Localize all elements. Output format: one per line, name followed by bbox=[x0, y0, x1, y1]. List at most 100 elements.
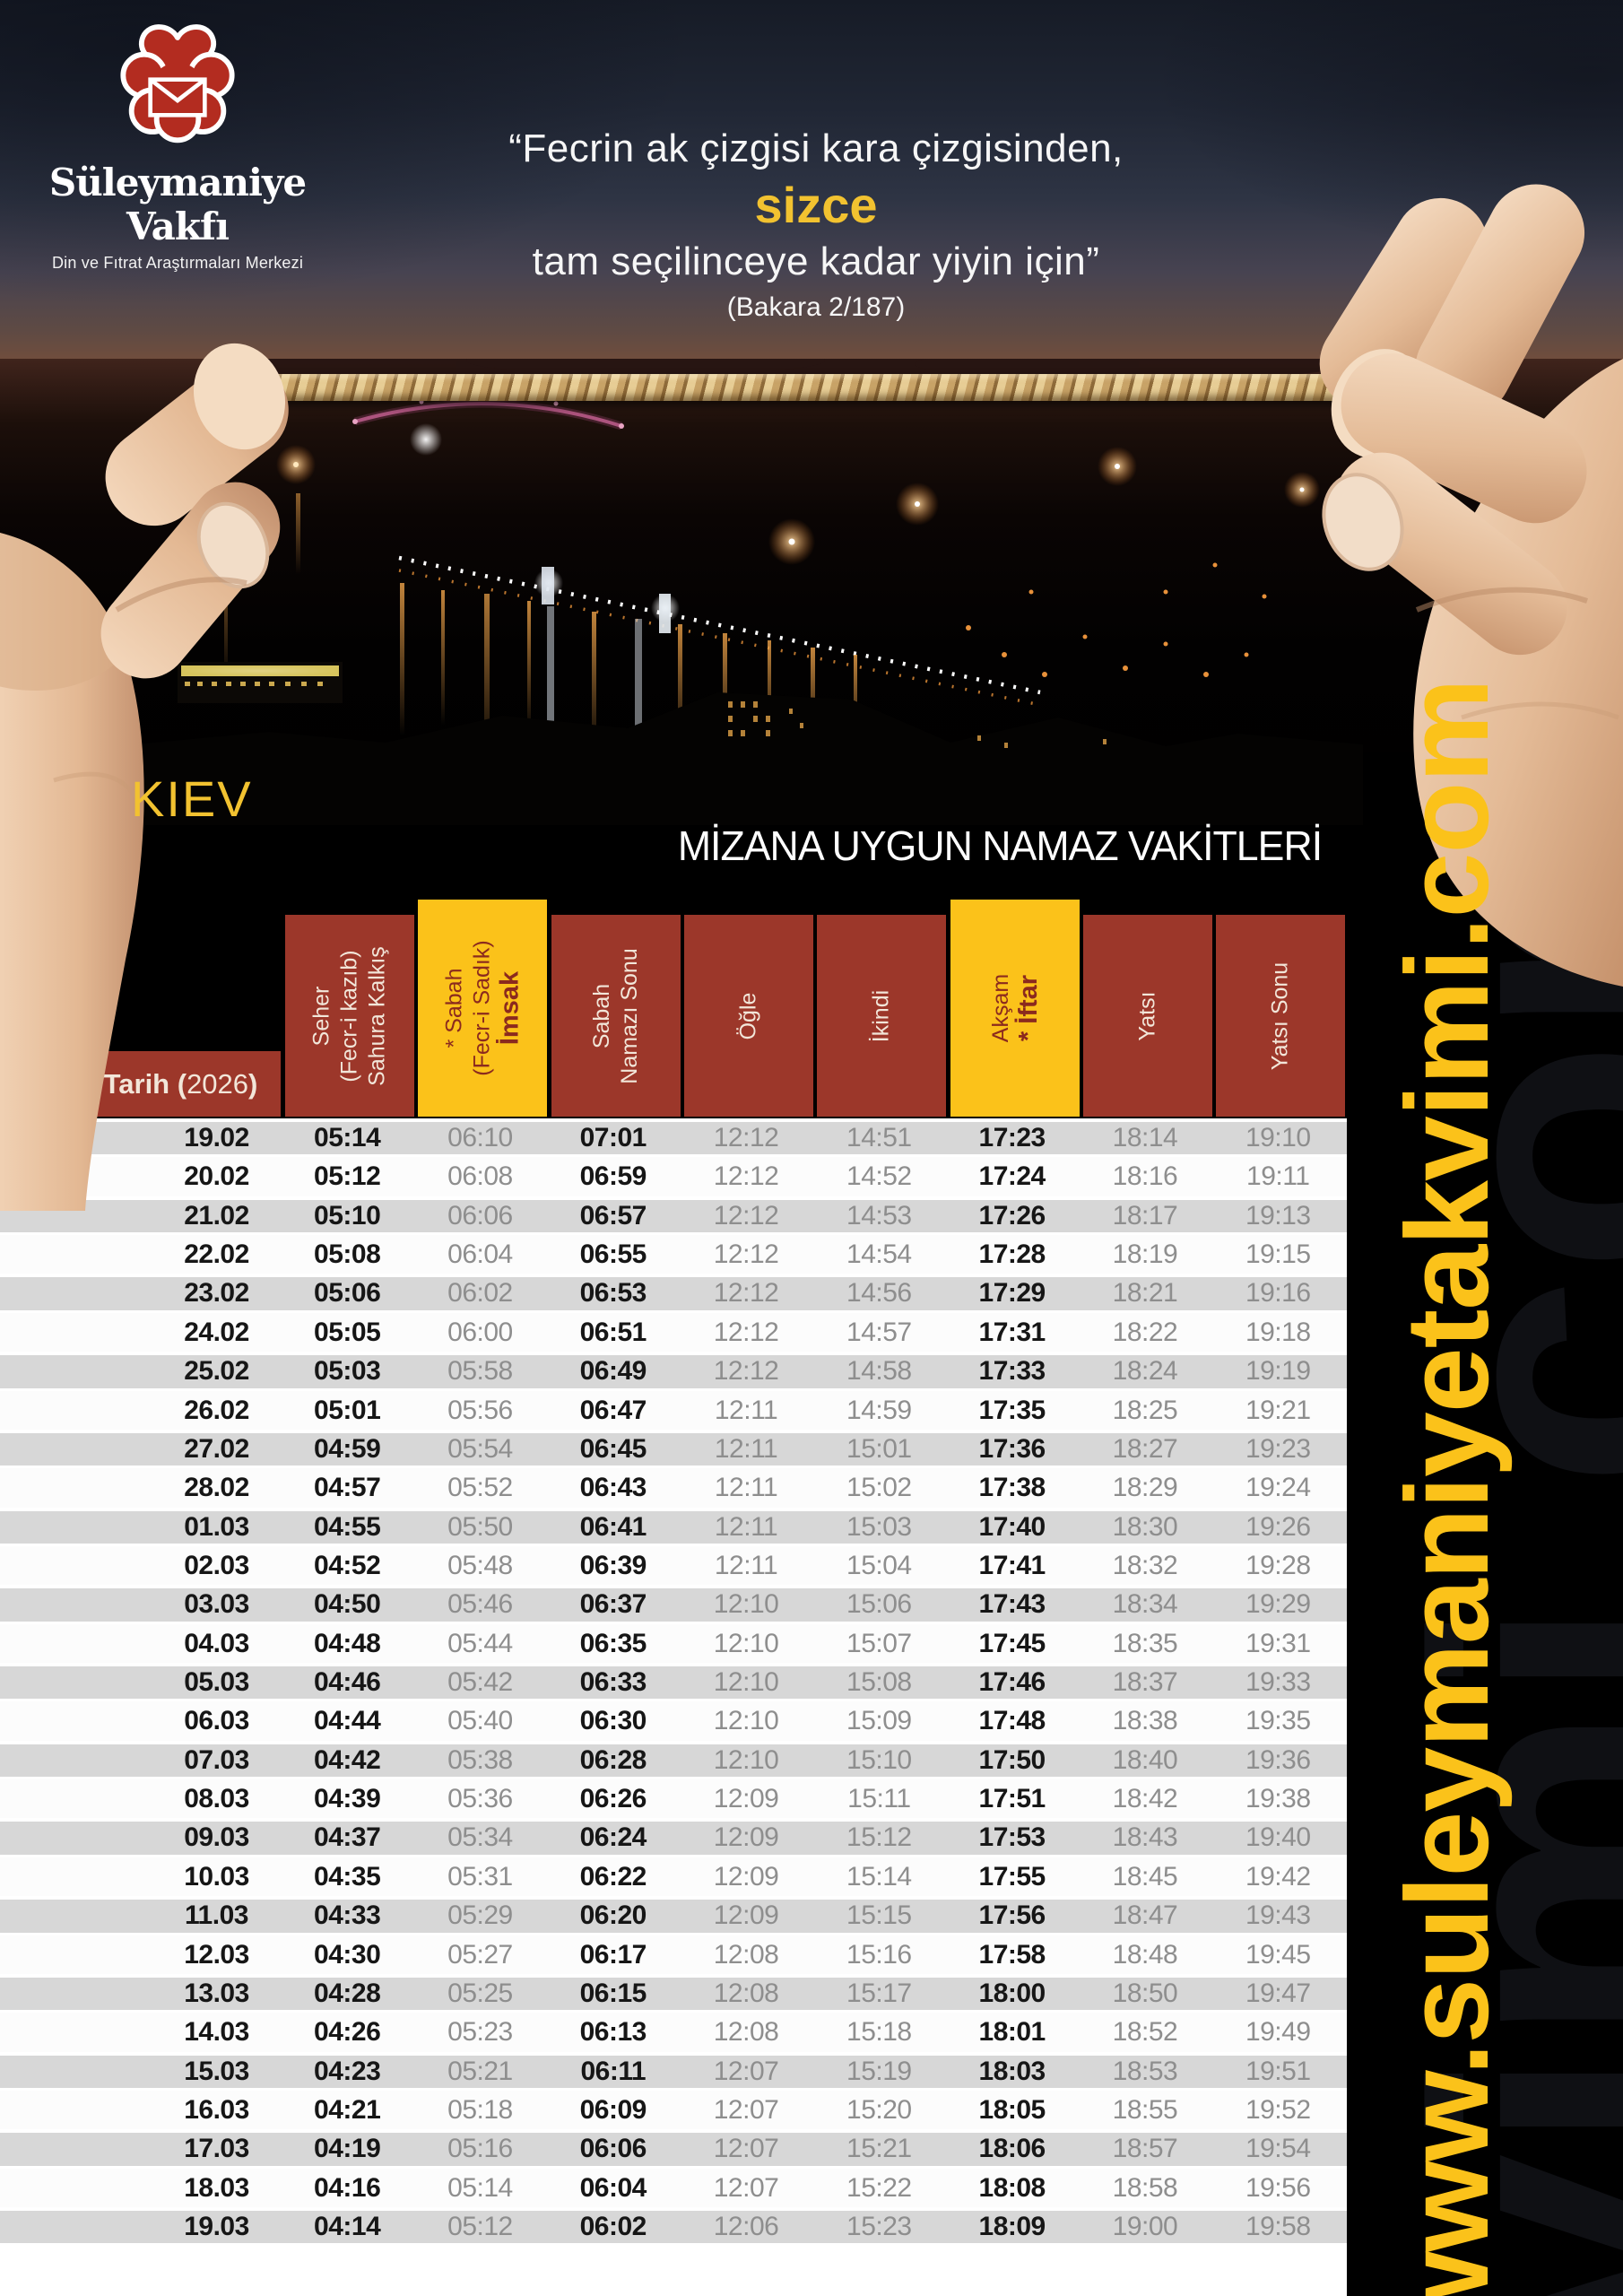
time-cell-ogle: 12:10 bbox=[713, 1744, 779, 1775]
time-cell-ogle: 12:07 bbox=[713, 2094, 779, 2125]
time-cell-ikindi: 14:53 bbox=[846, 1200, 912, 1231]
col-header-line: * Sabah bbox=[441, 968, 467, 1048]
right-hand bbox=[1319, 184, 1623, 987]
time-cell-yatsi-sonu: 19:35 bbox=[1245, 1706, 1311, 1736]
time-cell-sabah-sonu: 06:28 bbox=[579, 1744, 647, 1775]
time-cell-seher: 04:30 bbox=[314, 1939, 381, 1970]
time-cell-sabah-sonu: 06:43 bbox=[579, 1473, 647, 1503]
time-cell-ikindi: 15:10 bbox=[846, 1744, 912, 1775]
time-cell-aksam: 17:41 bbox=[978, 1550, 1046, 1580]
table-row: 18.03 04:16 05:14 06:04 12:07 15:22 18:08 18:58… bbox=[0, 2168, 1347, 2208]
time-cell-ikindi: 15:09 bbox=[846, 1706, 912, 1736]
col-header-yatsi-sonu: Yatsı Sonu bbox=[1216, 915, 1346, 1117]
date-cell: 12.03 bbox=[184, 1939, 249, 1970]
time-cell-yatsi-sonu: 19:52 bbox=[1245, 2094, 1311, 2125]
time-cell-ogle: 12:11 bbox=[714, 1511, 778, 1542]
time-cell-yatsi: 18:27 bbox=[1112, 1433, 1178, 1464]
col-header-seher: Seher (Fecr-i kazıb) Sahura Kalkış bbox=[285, 915, 414, 1117]
table-row: 08.03 04:39 05:36 06:26 12:09 15:11 17:51 18:42… bbox=[0, 1779, 1347, 1819]
time-cell-ikindi: 15:18 bbox=[846, 2017, 912, 2048]
date-cell: 06.03 bbox=[184, 1706, 249, 1736]
time-cell-yatsi-sonu: 19:28 bbox=[1245, 1550, 1311, 1580]
col-header-line: (Fecr-i Sadık) bbox=[469, 940, 495, 1076]
table-row: 02.03 04:52 05:48 06:39 12:11 15:04 17:41 18:32… bbox=[0, 1545, 1347, 1586]
time-cell-yatsi: 18:19 bbox=[1112, 1239, 1178, 1270]
time-cell-imsak: 05:46 bbox=[447, 1589, 513, 1620]
time-cell-yatsi: 18:30 bbox=[1112, 1511, 1178, 1542]
time-cell-imsak: 05:29 bbox=[447, 1900, 513, 1931]
time-cell-ogle: 12:09 bbox=[713, 1784, 779, 1814]
quote-highlight: sizce bbox=[754, 177, 878, 233]
date-cell: 10.03 bbox=[184, 1861, 249, 1892]
time-cell-yatsi: 18:17 bbox=[1112, 1200, 1178, 1231]
time-cell-ikindi: 15:15 bbox=[846, 1900, 912, 1931]
time-cell-yatsi-sonu: 19:47 bbox=[1245, 1978, 1311, 2008]
time-cell-imsak: 06:04 bbox=[447, 1239, 513, 1270]
time-cell-yatsi: 18:37 bbox=[1112, 1667, 1178, 1698]
time-cell-aksam: 18:05 bbox=[978, 2094, 1046, 2125]
time-cell-seher: 04:55 bbox=[314, 1511, 381, 1542]
time-cell-aksam: 17:35 bbox=[978, 1395, 1046, 1425]
date-cell: 11.03 bbox=[185, 1900, 248, 1931]
time-cell-imsak: 05:31 bbox=[447, 1861, 513, 1892]
date-cell: 25.02 bbox=[184, 1356, 249, 1387]
time-cell-yatsi: 18:25 bbox=[1112, 1395, 1178, 1425]
time-cell-ogle: 12:08 bbox=[713, 1939, 779, 1970]
time-cell-yatsi-sonu: 19:54 bbox=[1245, 2134, 1311, 2164]
time-cell-aksam: 18:09 bbox=[978, 2212, 1046, 2242]
date-cell: 03.03 bbox=[184, 1589, 249, 1620]
time-cell-seher: 04:28 bbox=[314, 1978, 381, 2008]
time-cell-aksam: 18:01 bbox=[978, 2017, 1046, 2048]
time-cell-aksam: 17:58 bbox=[978, 1939, 1046, 1970]
time-cell-aksam: 17:23 bbox=[978, 1123, 1046, 1152]
time-cell-imsak: 05:42 bbox=[447, 1667, 513, 1698]
time-cell-imsak: 05:21 bbox=[447, 2056, 513, 2086]
time-cell-sabah-sonu: 06:24 bbox=[579, 1822, 647, 1853]
time-cell-sabah-sonu: 06:41 bbox=[579, 1511, 647, 1542]
table-row: 03.03 04:50 05:46 06:37 12:10 15:06 17:43 18:34… bbox=[0, 1585, 1347, 1624]
time-cell-sabah-sonu: 06:26 bbox=[579, 1784, 647, 1814]
time-cell-ikindi: 14:56 bbox=[846, 1278, 912, 1309]
date-cell: 18.03 bbox=[184, 2172, 249, 2203]
rope bbox=[204, 374, 1397, 401]
time-cell-aksam: 17:56 bbox=[978, 1900, 1046, 1931]
time-cell-aksam: 17:50 bbox=[978, 1744, 1046, 1775]
table-row: 05.03 04:46 05:42 06:33 12:10 15:08 17:46 18:37… bbox=[0, 1663, 1347, 1702]
time-cell-imsak: 05:38 bbox=[447, 1744, 513, 1775]
table-row: 06.03 04:44 05:40 06:30 12:10 15:09 17:48 18:38… bbox=[0, 1701, 1347, 1741]
time-cell-ogle: 12:07 bbox=[713, 2134, 779, 2164]
time-cell-yatsi-sonu: 19:33 bbox=[1245, 1667, 1311, 1698]
website-url: www.suleymaniyetakvimi.com bbox=[1381, 679, 1513, 2296]
time-cell-aksam: 17:29 bbox=[978, 1278, 1046, 1309]
table-row: 24.02 05:05 06:00 06:51 12:12 14:57 17:31 18:22… bbox=[0, 1312, 1347, 1352]
time-cell-yatsi-sonu: 19:38 bbox=[1245, 1784, 1311, 1814]
time-cell-imsak: 05:48 bbox=[447, 1550, 513, 1580]
table-row: 22.02 05:08 06:04 06:55 12:12 14:54 17:28 18:19… bbox=[0, 1235, 1347, 1274]
time-cell-sabah-sonu: 06:09 bbox=[579, 2094, 647, 2125]
time-cell-yatsi-sonu: 19:58 bbox=[1245, 2212, 1311, 2242]
time-cell-sabah-sonu: 06:15 bbox=[579, 1978, 647, 2008]
time-cell-yatsi: 18:50 bbox=[1112, 1978, 1178, 2008]
time-cell-ikindi: 15:23 bbox=[846, 2212, 912, 2242]
quote-line-2: tam seçilinceye kadar yiyin için” bbox=[532, 239, 1100, 283]
time-cell-aksam: 17:24 bbox=[978, 1161, 1046, 1192]
time-cell-ogle: 12:08 bbox=[713, 2017, 779, 2048]
time-cell-sabah-sonu: 06:30 bbox=[579, 1706, 647, 1736]
col-header-line: İkindi bbox=[868, 989, 894, 1042]
time-cell-ikindi: 15:04 bbox=[846, 1550, 912, 1580]
time-cell-aksam: 17:28 bbox=[978, 1239, 1046, 1270]
table-row: 27.02 04:59 05:54 06:45 12:11 15:01 17:36 18:27… bbox=[0, 1429, 1347, 1469]
col-header-line: İmsak bbox=[495, 970, 525, 1046]
time-cell-seher: 04:21 bbox=[314, 2094, 381, 2125]
time-cell-ogle: 12:07 bbox=[713, 2056, 779, 2086]
time-cell-yatsi: 18:57 bbox=[1112, 2134, 1178, 2164]
time-cell-aksam: 17:55 bbox=[978, 1861, 1046, 1892]
time-cell-ogle: 12:10 bbox=[713, 1589, 779, 1620]
table-row: 28.02 04:57 05:52 06:43 12:11 15:02 17:38 18:29… bbox=[0, 1468, 1347, 1508]
time-cell-ogle: 12:12 bbox=[713, 1123, 779, 1152]
time-cell-ogle: 12:10 bbox=[713, 1628, 779, 1658]
table-row: 16.03 04:21 05:18 06:09 12:07 15:20 18:05 18:55… bbox=[0, 2090, 1347, 2130]
time-cell-yatsi-sonu: 19:51 bbox=[1245, 2056, 1311, 2086]
time-cell-yatsi-sonu: 19:23 bbox=[1245, 1433, 1311, 1464]
